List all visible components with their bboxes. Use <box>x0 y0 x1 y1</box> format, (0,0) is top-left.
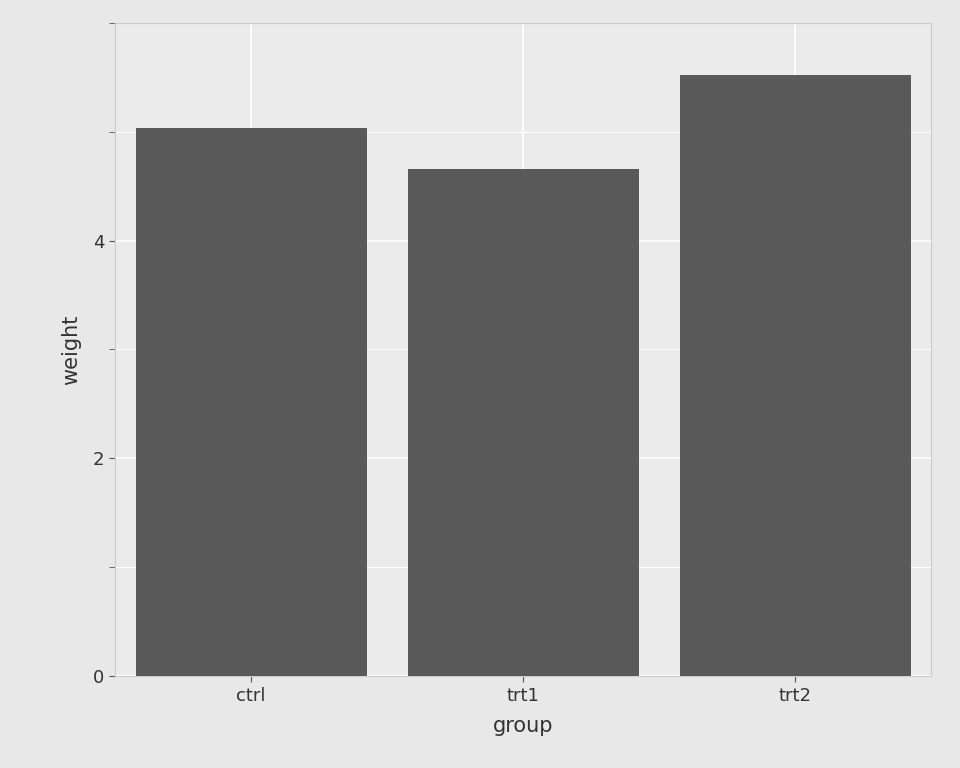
Bar <box>680 74 911 676</box>
Bar <box>135 128 367 676</box>
X-axis label: group: group <box>492 716 554 736</box>
Bar <box>408 169 638 676</box>
Y-axis label: weight: weight <box>61 314 82 385</box>
